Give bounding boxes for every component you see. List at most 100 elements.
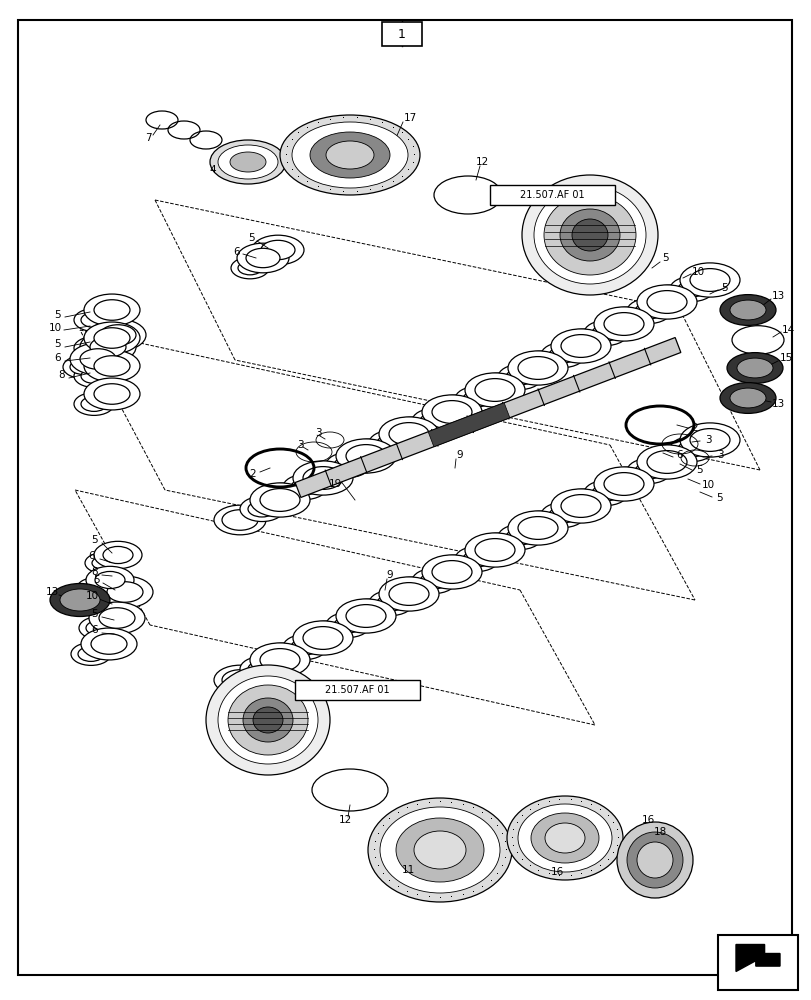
Ellipse shape (414, 831, 466, 869)
Ellipse shape (603, 313, 643, 335)
Ellipse shape (206, 665, 329, 775)
Ellipse shape (345, 605, 385, 627)
Text: 5: 5 (54, 310, 62, 320)
Ellipse shape (260, 240, 294, 260)
Polygon shape (735, 944, 779, 971)
Text: 17: 17 (403, 113, 416, 123)
Ellipse shape (689, 269, 729, 291)
Ellipse shape (689, 429, 729, 451)
Text: 16: 16 (641, 815, 654, 825)
Ellipse shape (497, 364, 541, 390)
Ellipse shape (428, 555, 480, 585)
Ellipse shape (560, 209, 620, 261)
Ellipse shape (260, 489, 299, 511)
Ellipse shape (677, 441, 705, 457)
Ellipse shape (251, 235, 303, 265)
Text: 10: 10 (85, 591, 98, 601)
Ellipse shape (95, 571, 125, 589)
Ellipse shape (669, 436, 713, 462)
Ellipse shape (81, 369, 107, 383)
Ellipse shape (350, 444, 387, 464)
Text: 3: 3 (704, 435, 710, 445)
Ellipse shape (376, 595, 405, 611)
Ellipse shape (385, 417, 437, 447)
Ellipse shape (336, 599, 396, 633)
Text: 8: 8 (58, 370, 65, 380)
Ellipse shape (74, 365, 114, 387)
Ellipse shape (388, 583, 428, 605)
Ellipse shape (283, 474, 327, 500)
Ellipse shape (431, 561, 471, 583)
Ellipse shape (78, 647, 104, 661)
Ellipse shape (107, 582, 143, 602)
Ellipse shape (94, 356, 130, 376)
Ellipse shape (517, 804, 611, 872)
Ellipse shape (368, 430, 413, 456)
Ellipse shape (454, 386, 499, 412)
Ellipse shape (350, 604, 387, 624)
Ellipse shape (583, 320, 627, 346)
Text: 6: 6 (92, 625, 98, 635)
Ellipse shape (81, 628, 137, 660)
Ellipse shape (90, 337, 126, 357)
Ellipse shape (679, 263, 739, 297)
Ellipse shape (247, 661, 276, 677)
Ellipse shape (454, 546, 499, 572)
Ellipse shape (240, 496, 284, 522)
Ellipse shape (626, 458, 670, 484)
Ellipse shape (540, 342, 584, 368)
Ellipse shape (240, 656, 284, 682)
Ellipse shape (393, 422, 430, 442)
Text: 5: 5 (662, 253, 668, 263)
Ellipse shape (380, 807, 500, 893)
Ellipse shape (571, 219, 607, 251)
Text: 5: 5 (93, 575, 101, 585)
Polygon shape (294, 338, 680, 497)
Text: 2: 2 (691, 423, 697, 433)
Ellipse shape (626, 298, 670, 324)
Text: 13: 13 (770, 291, 783, 301)
Text: 6: 6 (54, 353, 62, 363)
Ellipse shape (237, 243, 289, 273)
Ellipse shape (325, 141, 374, 169)
Ellipse shape (250, 483, 310, 517)
Bar (489, 185, 614, 205)
Ellipse shape (89, 602, 145, 634)
Ellipse shape (84, 582, 106, 594)
Ellipse shape (505, 529, 534, 545)
Ellipse shape (548, 507, 577, 523)
Ellipse shape (246, 248, 280, 268)
Ellipse shape (636, 842, 672, 878)
Ellipse shape (479, 538, 515, 558)
Ellipse shape (264, 488, 301, 508)
Ellipse shape (80, 348, 106, 362)
Ellipse shape (94, 595, 120, 609)
Ellipse shape (396, 818, 483, 882)
Ellipse shape (94, 541, 142, 569)
Ellipse shape (506, 796, 622, 880)
Ellipse shape (608, 472, 644, 492)
Ellipse shape (534, 186, 646, 284)
Ellipse shape (557, 489, 609, 519)
Ellipse shape (325, 452, 370, 478)
Ellipse shape (94, 384, 130, 404)
Text: 15: 15 (779, 353, 792, 363)
Text: 5: 5 (716, 493, 723, 503)
Ellipse shape (616, 822, 692, 898)
Ellipse shape (543, 195, 635, 275)
Ellipse shape (84, 294, 139, 326)
Ellipse shape (86, 621, 112, 635)
Ellipse shape (736, 358, 772, 378)
Ellipse shape (50, 584, 109, 616)
Text: 2: 2 (249, 469, 256, 479)
Ellipse shape (643, 445, 695, 475)
Ellipse shape (214, 505, 266, 535)
Ellipse shape (94, 328, 130, 348)
Ellipse shape (517, 517, 557, 539)
Ellipse shape (63, 356, 103, 378)
Ellipse shape (257, 483, 309, 513)
Ellipse shape (522, 356, 558, 376)
Ellipse shape (214, 665, 266, 695)
Ellipse shape (260, 649, 299, 671)
Ellipse shape (508, 511, 568, 545)
